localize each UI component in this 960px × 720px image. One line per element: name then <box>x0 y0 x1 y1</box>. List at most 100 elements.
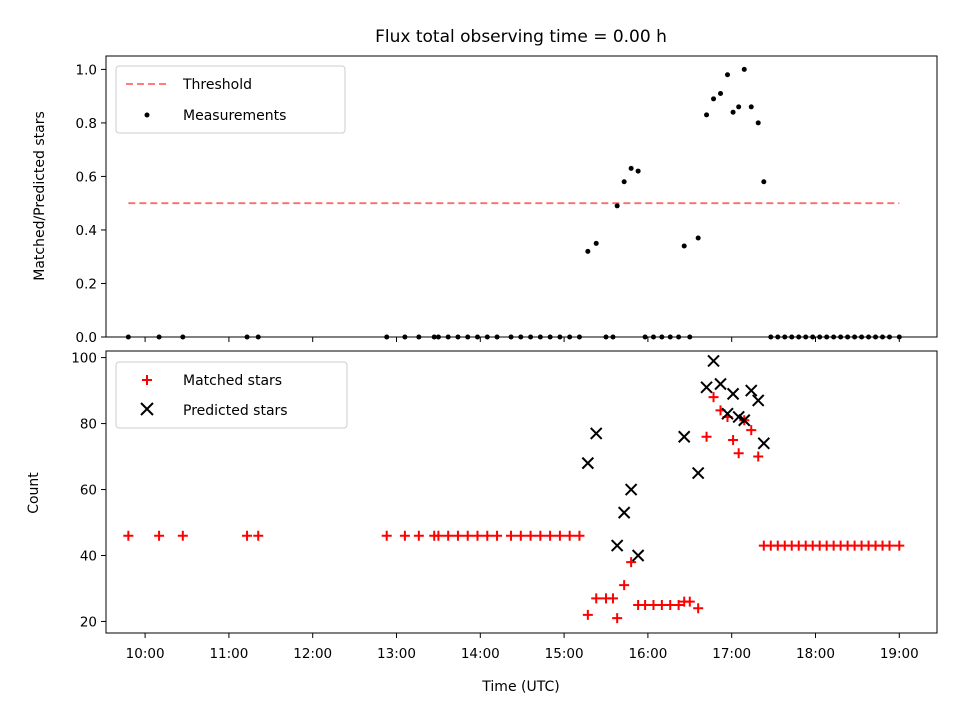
matched-star-point <box>684 596 695 607</box>
matched-star-point <box>701 431 712 442</box>
measurement-point <box>704 112 710 118</box>
count-panel-frame <box>105 350 938 634</box>
measurement-point <box>614 203 620 209</box>
measurements-legend-swatch <box>144 112 150 118</box>
matched-star-point <box>381 530 392 541</box>
y-tick-label: 1.0 <box>76 62 97 78</box>
predicted-star-point <box>700 381 713 394</box>
x-tick-label: 10:00 <box>126 646 165 662</box>
measurement-point <box>725 72 731 78</box>
x-tick-label: 14:00 <box>461 646 500 662</box>
predicted-star-point <box>678 430 691 443</box>
y-tick-label: 0.0 <box>76 330 97 346</box>
matched-star-point <box>612 613 623 624</box>
matched-star-point <box>443 530 454 541</box>
matched-star-point <box>626 557 637 568</box>
x-tick-label: 13:00 <box>377 646 416 662</box>
count-y-axis-title: Count <box>26 472 42 514</box>
ratio-legend-box <box>115 65 346 134</box>
ratio-y-axis-title: Matched/Predicted stars <box>32 111 48 281</box>
y-tick-label: 60 <box>80 483 97 499</box>
y-tick-label: 100 <box>71 351 97 367</box>
predicted-legend-swatch <box>140 402 154 416</box>
x-tick-label: 19:00 <box>880 646 919 662</box>
predicted-star-point <box>738 414 751 427</box>
x-tick-label: 16:00 <box>628 646 667 662</box>
matched-star-point <box>708 392 719 403</box>
predicted-star-point <box>721 407 734 420</box>
matched-star-point <box>656 599 667 610</box>
predicted-star-point <box>610 539 624 552</box>
matched-star-point <box>619 580 630 591</box>
matched-star-point <box>472 530 483 541</box>
measurement-point <box>736 104 742 110</box>
matched-star-point <box>177 530 188 541</box>
measurement-point <box>741 66 747 72</box>
x-tick-label: 15:00 <box>545 646 584 662</box>
predicted-star-point <box>691 466 705 480</box>
matched-star-point <box>640 599 651 610</box>
matched-star-point <box>607 593 618 604</box>
measurement-point <box>730 109 736 115</box>
measurement-point <box>635 168 641 174</box>
matched-star-point <box>506 530 517 541</box>
measurement-point <box>681 243 687 249</box>
measurement-point <box>755 120 761 126</box>
matched-star-point <box>894 540 905 551</box>
matched-star-point <box>452 530 463 541</box>
matched-star-point <box>492 530 503 541</box>
measurement-point <box>718 90 724 96</box>
matched-star-point <box>582 609 593 620</box>
matched-star-point <box>433 530 444 541</box>
matched-star-point <box>242 530 253 541</box>
ratio-legend: Threshold Measurements <box>115 65 346 134</box>
y-tick-label: 0.8 <box>76 116 97 132</box>
ratio-panel-frame <box>105 55 938 338</box>
predicted-star-point <box>732 410 745 424</box>
matched-star-point <box>123 530 134 541</box>
matched-star-point <box>648 599 659 610</box>
matched-star-point <box>884 540 895 551</box>
matched-legend-label: Matched stars <box>183 373 282 389</box>
measurements-legend-label: Measurements <box>183 108 286 124</box>
matched-star-point <box>482 530 493 541</box>
predicted-star-point <box>752 394 765 407</box>
x-tick-label: 12:00 <box>293 646 332 662</box>
count-y-ticks: 20 40 60 80 100 <box>71 351 106 630</box>
measurement-point <box>593 240 599 246</box>
measurement-point <box>695 235 701 241</box>
matched-star-point <box>733 448 744 459</box>
count-panel: 10:00 11:00 12:00 13:00 14:00 15:00 16:00 17:00… <box>26 350 938 695</box>
count-marks <box>123 354 905 624</box>
x-tick-label: 11:00 <box>209 646 248 662</box>
ratio-y-ticks: 0.0 0.2 0.4 0.6 0.8 1.0 <box>76 62 106 346</box>
x-axis-title: Time (UTC) <box>481 679 559 695</box>
predicted-star-point <box>590 427 603 440</box>
chart-title: Flux total observing time = 0.00 h <box>375 27 667 47</box>
predicted-star-point <box>707 354 720 368</box>
predicted-star-point <box>757 437 771 450</box>
predicted-star-point <box>631 549 645 562</box>
matched-star-point <box>545 530 556 541</box>
threshold-legend-label: Threshold <box>182 77 252 93</box>
predicted-star-point <box>726 387 740 401</box>
measurement-point <box>761 179 767 185</box>
matched-star-point <box>554 530 565 541</box>
measurement-point <box>628 165 634 171</box>
matched-star-point <box>535 530 546 541</box>
measurement-point <box>621 179 627 185</box>
matched-star-point <box>564 530 575 541</box>
ratio-x-ticks <box>144 337 900 342</box>
predicted-star-point <box>745 384 758 397</box>
count-legend: Matched stars Predicted stars <box>115 361 348 429</box>
measurement-point <box>748 104 754 110</box>
matched-star-point <box>525 530 536 541</box>
y-tick-label: 0.6 <box>76 169 97 185</box>
matched-star-point <box>673 599 684 610</box>
matched-star-point <box>753 451 764 462</box>
matched-star-point <box>462 530 473 541</box>
matched-star-point <box>693 603 704 614</box>
count-x-ticks: 10:00 11:00 12:00 13:00 14:00 15:00 16:00 17:00… <box>126 633 919 662</box>
matched-star-point <box>413 530 424 541</box>
